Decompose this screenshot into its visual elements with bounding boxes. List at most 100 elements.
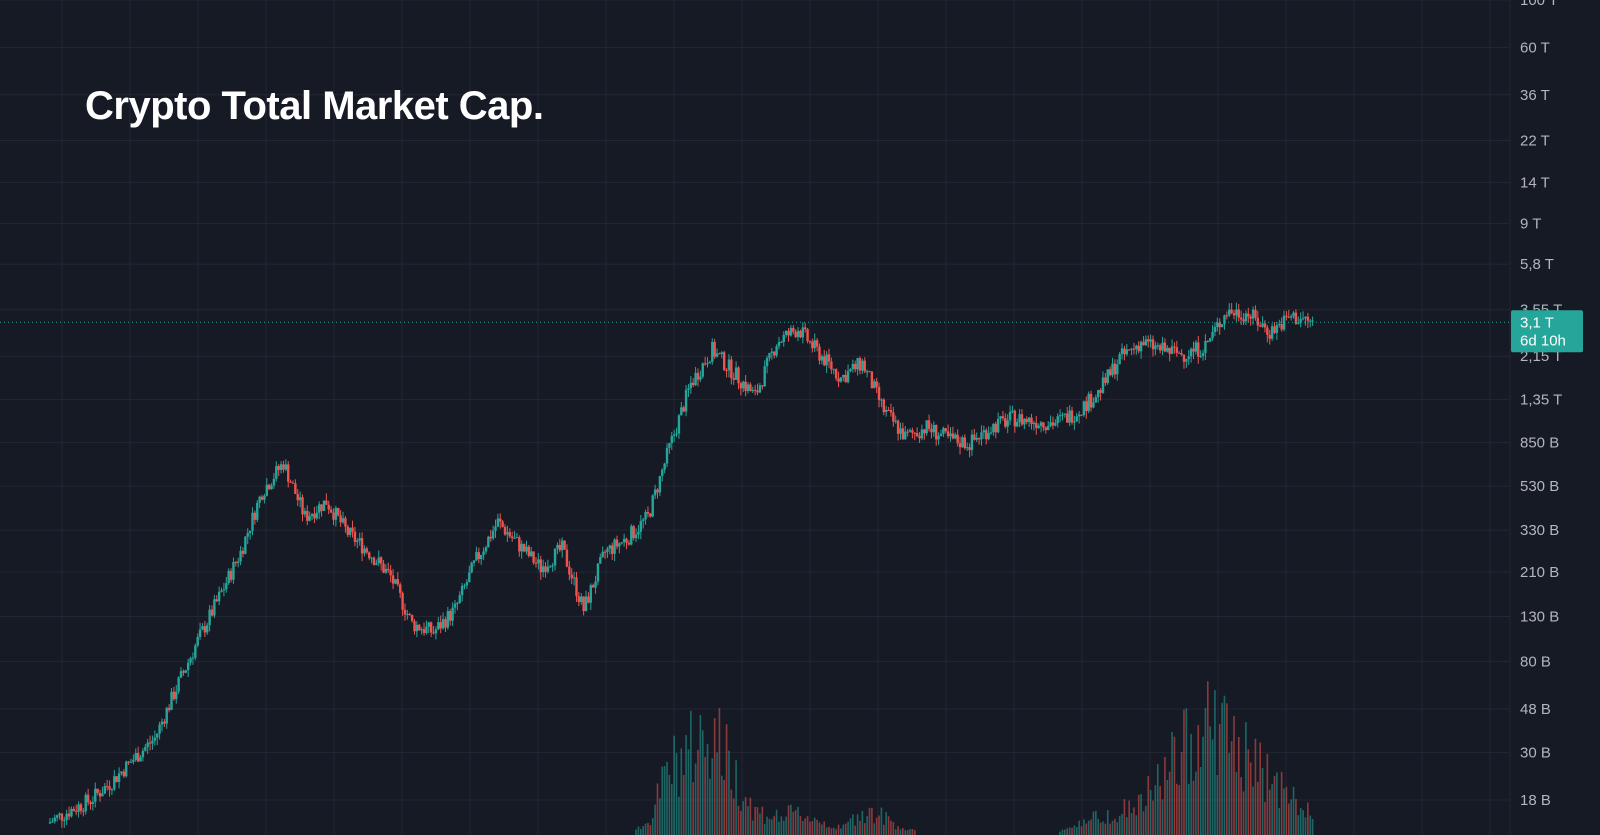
candle-body [1039, 422, 1043, 426]
candle-body [1292, 312, 1295, 317]
volume-bar [1125, 817, 1128, 835]
volume-bar [873, 823, 876, 835]
candle-body [75, 810, 78, 812]
current-price-tag-background [1511, 310, 1583, 353]
candle-body [344, 518, 347, 527]
candle-body [575, 577, 578, 597]
candle-body [706, 363, 709, 365]
candle-body [108, 786, 111, 790]
candle-body [682, 407, 685, 412]
candle-body [937, 436, 940, 440]
volume-bar [1292, 786, 1295, 835]
candle-body [923, 429, 926, 434]
candle-body [908, 430, 912, 432]
volume-bar [1161, 799, 1164, 835]
candle-body [537, 559, 540, 564]
y-tick-label: 330 B [1520, 522, 1559, 539]
volume-bar [840, 828, 842, 835]
candle-body [1006, 420, 1009, 427]
candle-body [637, 531, 640, 535]
volume-bar [1083, 819, 1085, 835]
candle-body [1158, 345, 1162, 351]
volume-bar [825, 827, 828, 835]
volume-bar [782, 820, 785, 835]
candle-body [179, 671, 183, 678]
candle-body [158, 724, 161, 734]
candle-body [777, 342, 781, 347]
volume-bar [1121, 813, 1123, 835]
volume-bar [911, 829, 914, 835]
candle-body [1068, 410, 1071, 423]
candle-body [1149, 339, 1152, 342]
candle-body [608, 545, 612, 549]
volume-bar [766, 816, 768, 835]
volume-bar [685, 735, 687, 835]
volume-bar [697, 749, 699, 835]
volume-bar [1302, 810, 1304, 835]
candle-body [1023, 418, 1026, 425]
candle-body [165, 707, 168, 724]
candle-body [320, 504, 323, 511]
candle-body [1204, 341, 1207, 354]
candle-body [1144, 339, 1148, 346]
volume-bar [1173, 736, 1176, 835]
candle-body [1197, 342, 1200, 357]
volume-bar [1221, 702, 1223, 835]
volume-bar [737, 805, 740, 835]
candle-body [1082, 401, 1086, 416]
candle-body [418, 624, 421, 631]
candle-body [265, 484, 268, 496]
volume-bar [885, 812, 887, 835]
volume-bar [1257, 781, 1259, 835]
candle-body [792, 327, 795, 332]
candle-body [217, 591, 221, 602]
volume-bar [868, 807, 871, 835]
candle-body [1142, 341, 1145, 346]
candle-body [1020, 414, 1024, 425]
volume-bar [1140, 794, 1142, 835]
volume-bar [718, 708, 721, 835]
candle-body [584, 596, 588, 612]
candle-body [701, 363, 704, 377]
candle-body [1173, 346, 1176, 348]
candle-body [1228, 309, 1231, 316]
candle-body [348, 527, 352, 535]
candle-body [746, 384, 750, 391]
candle-body [210, 609, 214, 616]
candle-body [122, 771, 126, 777]
volume-bar [1114, 818, 1116, 835]
volume-bar [1168, 771, 1171, 835]
candle-body [918, 436, 921, 439]
candle-body [782, 334, 785, 343]
candle-body [737, 367, 740, 384]
candle-body [201, 626, 204, 630]
candle-body [329, 509, 333, 513]
volume-bar [740, 810, 742, 835]
candle-body [375, 563, 378, 565]
candle-body [229, 570, 233, 580]
candle-body [86, 794, 90, 803]
candle-body [713, 341, 716, 357]
candle-body [301, 497, 304, 515]
y-tick-label: 130 B [1520, 609, 1559, 626]
candle-body [946, 431, 950, 437]
candle-body [129, 761, 133, 763]
volume-bar [904, 830, 907, 835]
candle-body [787, 331, 790, 336]
volume-bar [1278, 808, 1281, 835]
candle-body [415, 624, 419, 632]
volume-bar [690, 710, 692, 835]
volume-bar [902, 827, 904, 835]
volume-bar [1285, 786, 1288, 835]
candle-body [215, 599, 218, 602]
candle-body [665, 447, 669, 464]
candle-body [163, 721, 166, 724]
volume-bar [706, 743, 709, 835]
candle-body [227, 570, 230, 584]
candle-body [289, 481, 292, 483]
candle-body [368, 552, 371, 559]
candle-body [65, 813, 68, 821]
candle-body [756, 390, 759, 393]
